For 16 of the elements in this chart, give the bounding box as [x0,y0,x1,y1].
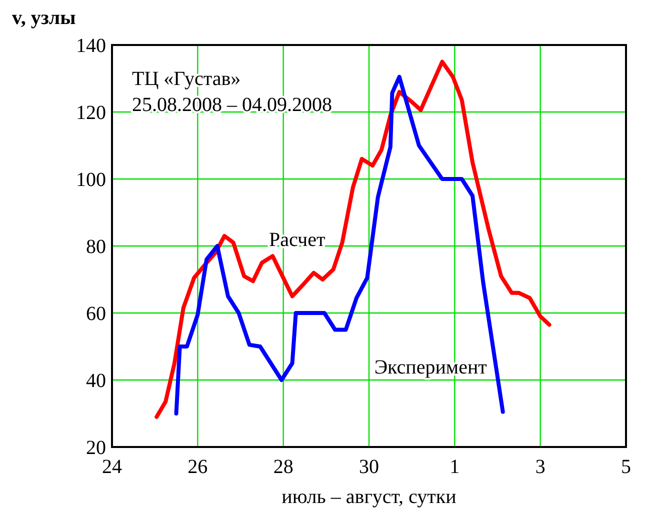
y-tick-label: 120 [76,102,106,124]
x-tick-label: 1 [450,456,460,478]
y-tick-label: 100 [76,169,106,191]
y-tick-label: 140 [76,35,106,57]
y-tick-label: 60 [86,303,106,325]
y-tick-label: 40 [86,370,106,392]
x-tick-label: 5 [621,456,631,478]
y-axis-title: v, узлы [12,7,76,29]
x-tick-label: 30 [359,456,379,478]
y-tick-label: 80 [86,236,106,258]
x-axis-title: июль – август, сутки [282,486,457,508]
x-tick-label: 28 [273,456,294,478]
x-tick-label: 3 [535,456,546,478]
x-tick-label: 24 [102,456,122,478]
x-tick-label: 26 [188,456,208,478]
y-tick-label: 20 [86,437,106,459]
